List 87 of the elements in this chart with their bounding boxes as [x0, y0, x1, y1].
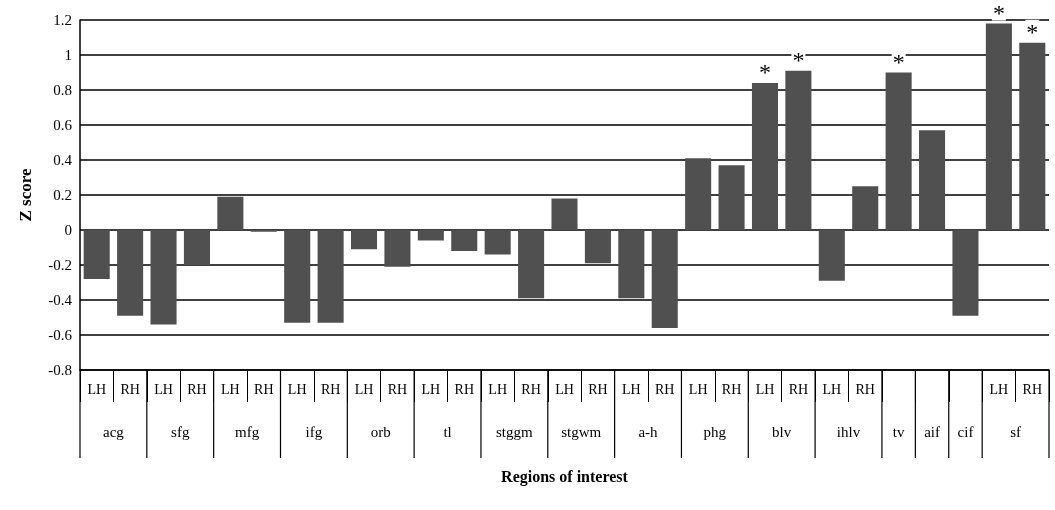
bar: [751, 83, 779, 230]
bar: [952, 230, 979, 316]
y-tick-label: 0.8: [53, 82, 72, 98]
bar: [417, 230, 444, 241]
y-tick-label: -0.2: [48, 257, 72, 273]
y-tick-label: 0.2: [53, 187, 72, 203]
bar: [685, 158, 712, 230]
bar: [1019, 42, 1046, 230]
text: aif: [924, 424, 940, 440]
y-tick-label: 1: [64, 47, 72, 63]
text: tl: [443, 424, 452, 440]
x-tick-label: LH: [555, 381, 574, 397]
text: blv: [772, 424, 792, 440]
x-tick-label: RH: [187, 381, 207, 397]
data-label: *: [892, 48, 905, 75]
bar: [384, 230, 411, 267]
bar: [919, 130, 946, 230]
text: sfg: [171, 424, 190, 440]
x-tick-label: LH: [688, 381, 708, 397]
bar: [451, 230, 478, 251]
bar: [150, 230, 177, 325]
bar: [284, 230, 311, 323]
text: cif: [957, 424, 974, 440]
x-tick-label: RH: [387, 381, 408, 397]
x-tick-label: RH: [655, 381, 675, 397]
y-axis-title: Z score: [16, 168, 35, 222]
x-tick-label: LH: [87, 381, 107, 397]
bar: [618, 230, 645, 299]
bar: [885, 72, 912, 230]
bar: [785, 70, 812, 230]
text: mfg: [234, 424, 260, 440]
data-label: *: [758, 59, 771, 85]
y-tick-label: -0.8: [48, 362, 72, 378]
y-tick-label: -0.4: [48, 292, 73, 308]
y-tick-label: -0.6: [48, 327, 73, 343]
text: phg: [703, 424, 727, 440]
bar: [183, 230, 210, 265]
x-tick-label: RH: [788, 381, 809, 397]
bar: [584, 230, 611, 264]
x-tick-label: RH: [721, 381, 742, 397]
data-label: *: [1026, 18, 1039, 45]
y-tick-label: 0: [64, 222, 72, 238]
x-tick-label: LH: [421, 381, 441, 397]
bar: [83, 230, 110, 279]
x-tick-label: LH: [755, 381, 775, 397]
x-tick-label: LH: [221, 381, 240, 397]
bar: [651, 230, 678, 328]
data-label: *: [992, 0, 1005, 26]
x-tick-label: RH: [120, 381, 140, 397]
y-tick-label: 0.6: [53, 117, 73, 133]
text: ihlv: [836, 424, 861, 440]
y-tick-label: 0.4: [53, 152, 73, 168]
x-tick-label: RH: [1022, 381, 1043, 397]
text: a-h: [638, 424, 659, 440]
x-tick-label: LH: [621, 381, 641, 397]
x-tick-label: RH: [320, 381, 341, 397]
y-tick-label: 1.2: [53, 12, 72, 28]
x-axis-title: Regions of interest: [501, 467, 629, 486]
text: tv: [892, 424, 905, 440]
x-tick-label: RH: [521, 381, 541, 397]
text: acg: [103, 424, 125, 440]
bar: [350, 230, 378, 250]
bar: [117, 230, 144, 316]
data-label: *: [792, 46, 805, 73]
x-tick-label: RH: [254, 381, 274, 397]
bar: [818, 230, 845, 281]
x-tick-label: RH: [454, 381, 474, 397]
bar: [718, 165, 745, 230]
x-tick-label: RH: [588, 381, 608, 397]
x-tick-label: LH: [287, 381, 307, 397]
bar: [518, 230, 545, 299]
text: sf: [1010, 424, 1022, 440]
text: stgwm: [561, 424, 602, 440]
bar: [217, 196, 244, 230]
x-tick-label: LH: [989, 381, 1009, 397]
x-tick-label: RH: [855, 381, 875, 397]
x-tick-label: LH: [154, 381, 173, 397]
x-tick-label: LH: [488, 381, 508, 397]
text: orb: [370, 424, 391, 440]
text: ifg: [305, 424, 323, 440]
x-tick-label: LH: [822, 381, 842, 397]
bar: [317, 230, 344, 323]
x-tick-label: LH: [354, 381, 374, 397]
text: stggm: [496, 424, 534, 440]
bar: [551, 198, 578, 230]
bar: [484, 230, 511, 255]
bar: [852, 186, 879, 230]
